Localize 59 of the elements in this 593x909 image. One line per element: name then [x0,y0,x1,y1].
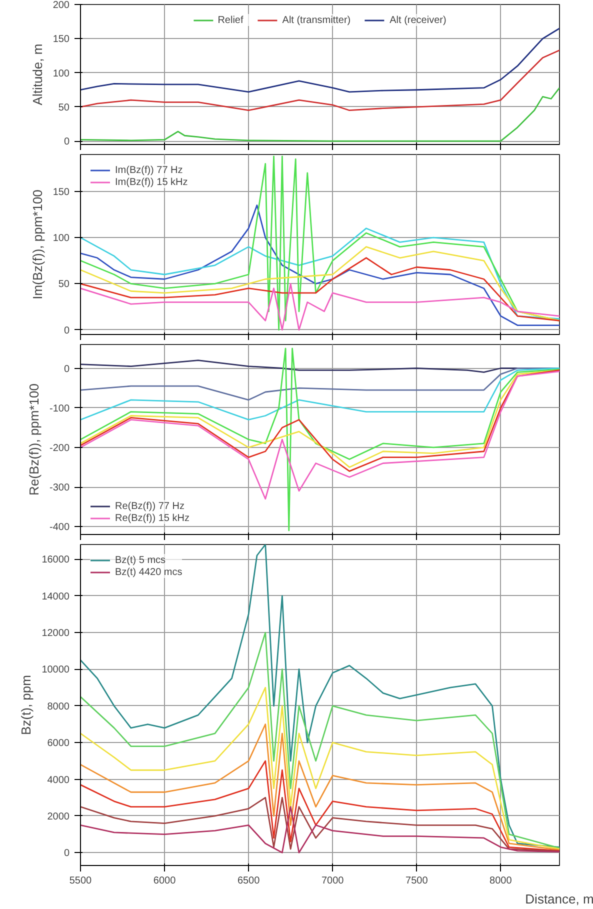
y-tick-label: 12000 [42,628,70,640]
y-tick-label: 0 [64,136,70,148]
legend-label: Alt (transmitter) [282,14,351,26]
y-tick-label: 4000 [47,774,70,786]
legend-label: Re(Bz(f)) 15 kHz [115,512,190,524]
line-series [80,370,560,500]
x-axis-title: Distance, m [525,892,593,906]
y-tick-label: 2000 [47,811,70,822]
legend-label: Im(Bz(f)) 15 kHz [115,176,188,188]
x-tick-label: 5500 [69,876,92,886]
legend-label: Alt (receiver) [390,14,446,26]
y-tick-label: 50 [58,279,70,290]
y-tick-label: 10000 [42,664,70,676]
x-tick-label: 7000 [321,876,344,886]
legend-label: Bz(t) 5 mcs [115,554,166,566]
y-tick-label: 8000 [47,701,70,712]
y-tick-label: 50 [58,102,70,114]
line-series [80,724,560,851]
y-axis-title: Altitude, m [30,44,45,106]
y-axis-title: Im(Bz(f)), ppm*100 [30,190,45,300]
line-series [80,796,560,852]
x-tick-label: 8000 [490,876,512,886]
x-tick-label: 6000 [153,876,176,886]
legend-label: Im(Bz(f)) 77 Hz [115,164,183,176]
line-series [80,283,560,331]
line-series [80,50,560,112]
line-series [80,368,560,420]
y-tick-label: -400 [49,522,70,534]
y-axis-title: Re(Bz(f)), ppm*100 [26,384,42,496]
legend-label: Relief [218,14,244,26]
line-series [80,806,560,854]
y-tick-label: 100 [52,233,70,244]
y-tick-label: 150 [52,34,70,46]
line-series [80,28,560,93]
x-tick-label: 7500 [406,876,428,886]
line-series [80,87,560,142]
y-axis-title: Bz(t), ppm [18,675,34,735]
y-tick-label: 6000 [47,738,70,750]
y-tick-label: 0 [64,325,70,336]
line-series [80,228,560,320]
line-series [80,204,560,326]
legend-label: Bz(t) 4420 mcs [115,566,182,578]
y-tick-label: -200 [49,442,70,454]
y-tick-label: 16000 [42,554,70,566]
y-tick-label: 14000 [42,591,70,602]
y-tick-label: 0 [64,364,70,375]
line-series [80,632,560,849]
y-tick-label: 100 [52,68,70,80]
legend-label: Re(Bz(f)) 77 Hz [115,500,184,512]
line-series [80,760,560,852]
y-tick-label: -100 [49,403,70,414]
y-tick-label: 150 [52,186,70,198]
x-tick-label: 6500 [237,876,260,886]
y-tick-label: -300 [49,482,70,494]
line-series [80,348,560,532]
y-tick-label: 0 [64,848,70,860]
line-series [80,544,560,848]
line-series [80,686,560,850]
y-tick-label: 200 [52,0,70,11]
